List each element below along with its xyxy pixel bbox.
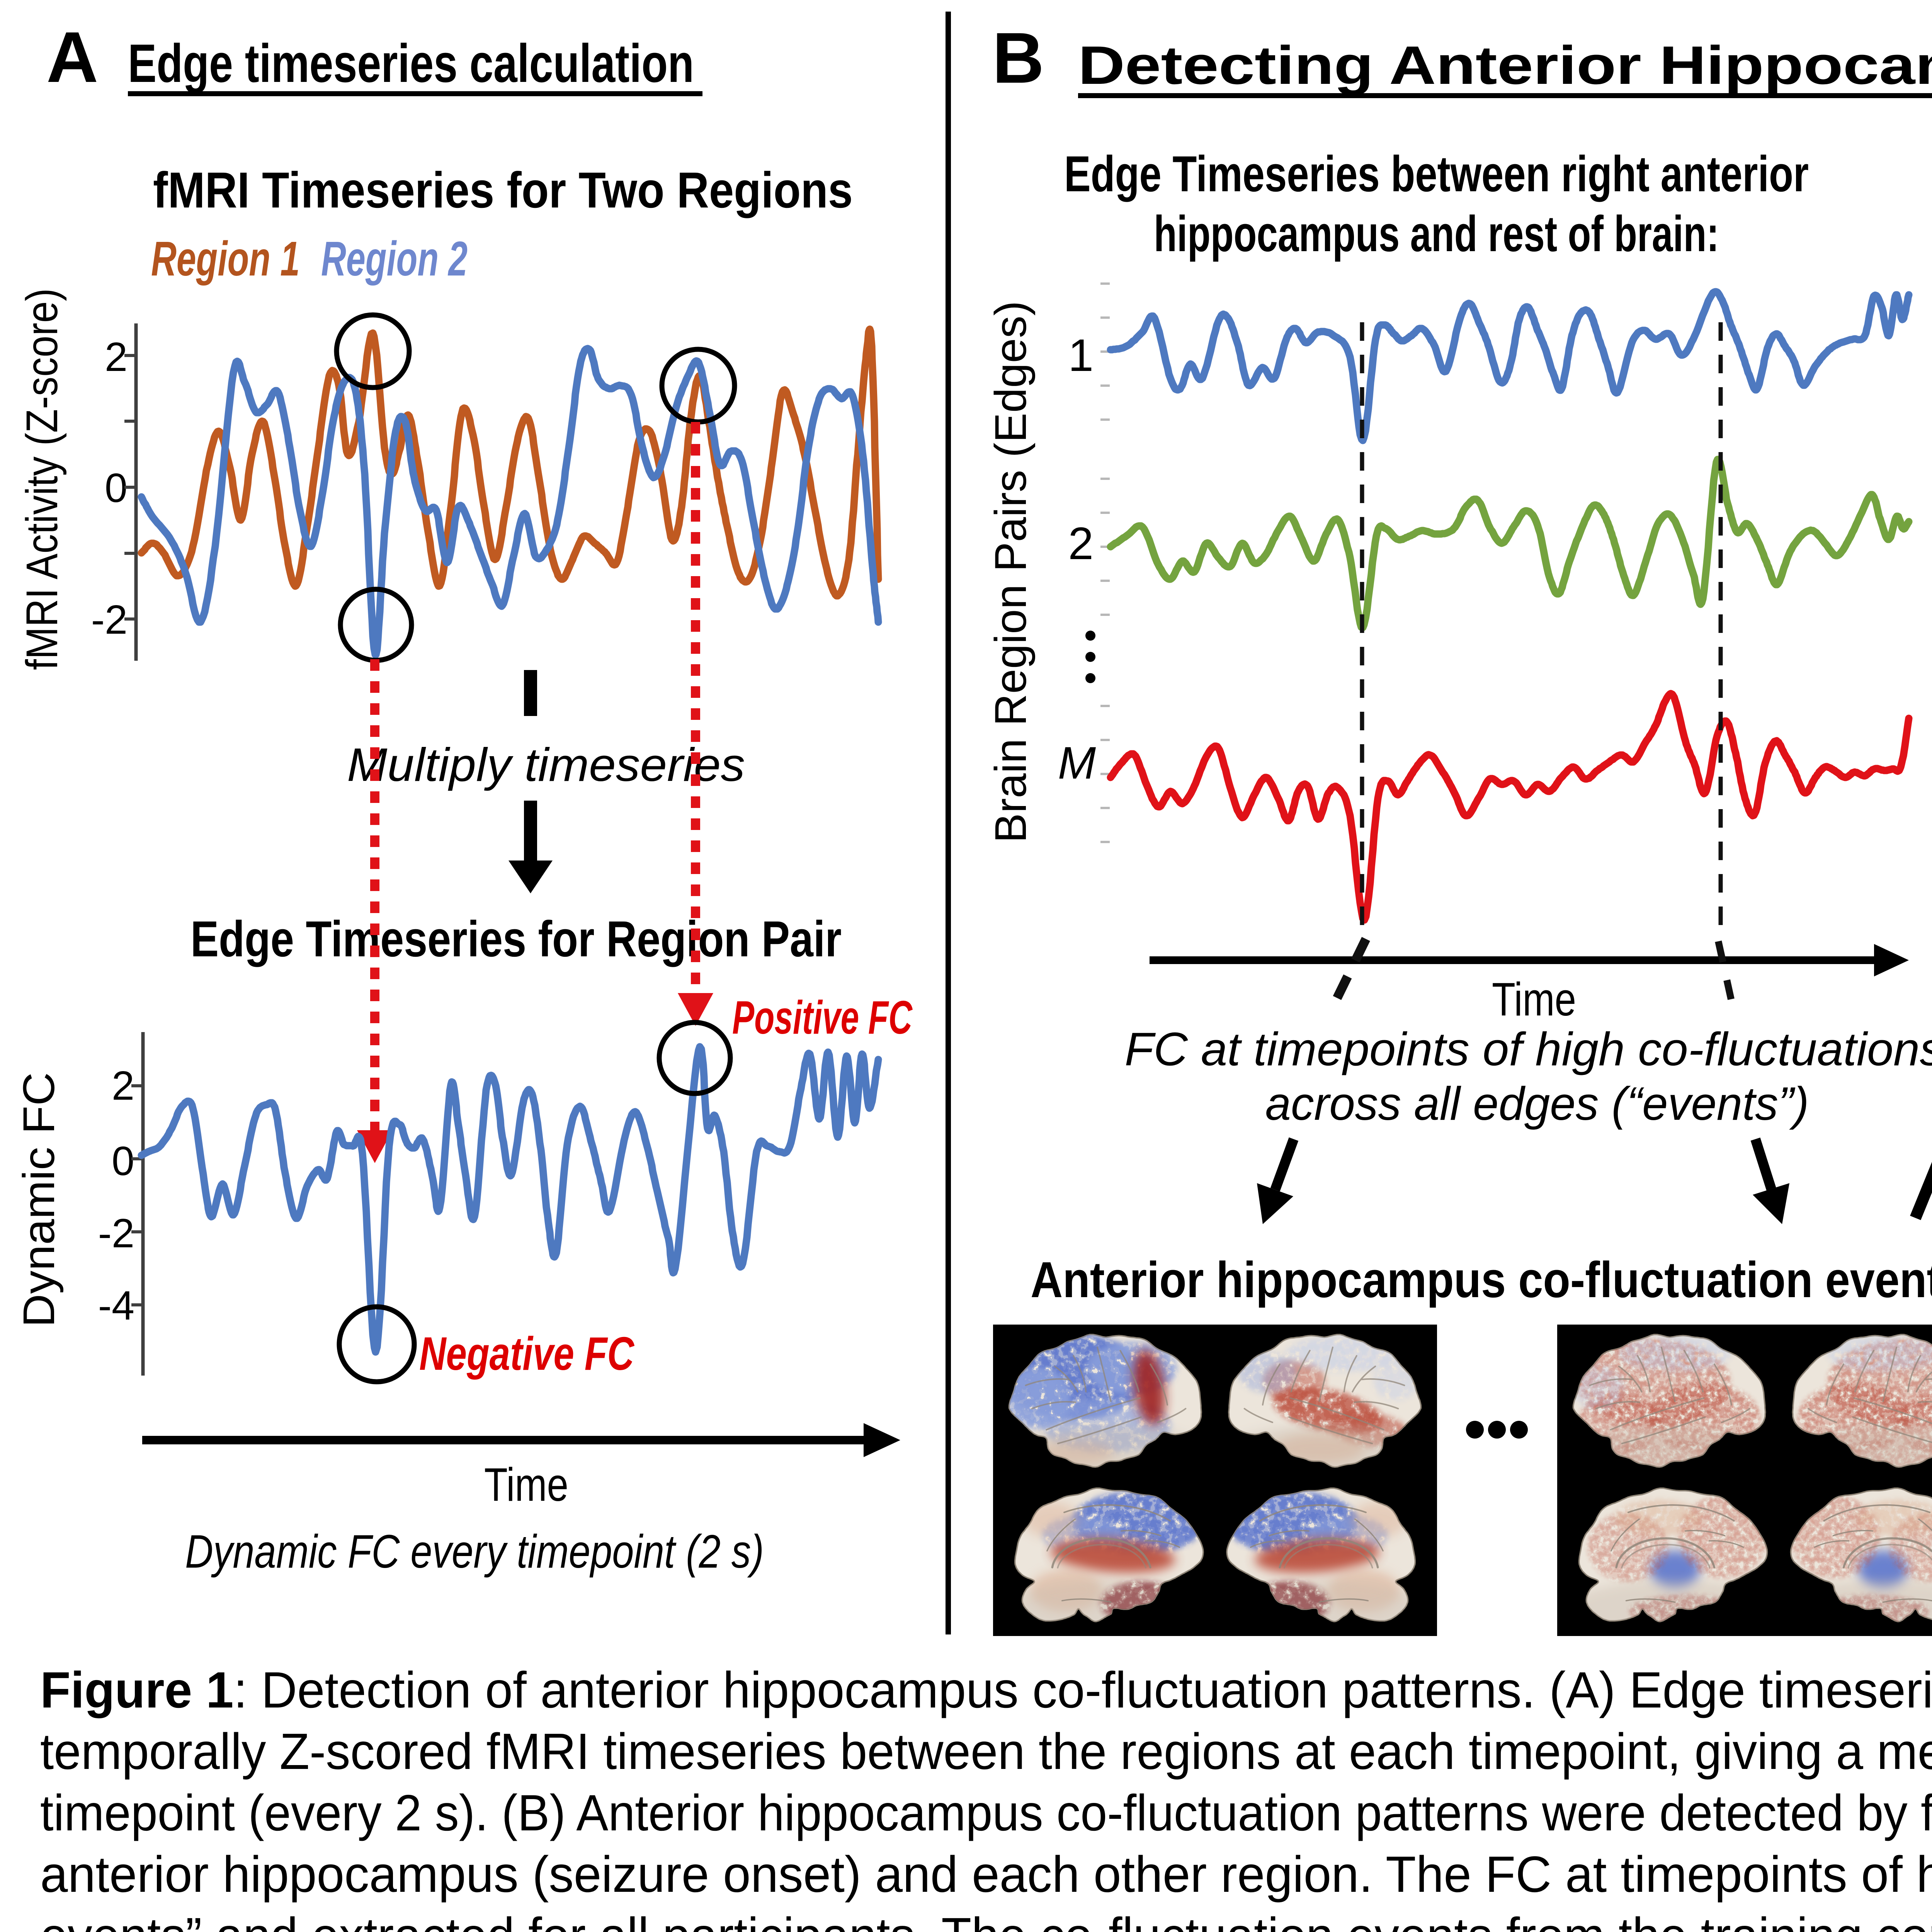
svg-text:-2: -2 bbox=[98, 1211, 134, 1256]
svg-text:Time: Time bbox=[1492, 973, 1576, 1026]
svg-text:across all edges (“events”): across all edges (“events”) bbox=[1265, 1077, 1809, 1130]
svg-text:FC at timepoints of high co-fl: FC at timepoints of high co-fluctuations bbox=[1125, 1023, 1932, 1075]
svg-text:Multiply timeseries: Multiply timeseries bbox=[347, 738, 745, 791]
svg-text:M: M bbox=[1058, 738, 1096, 789]
svg-text:fMRI Activity (Z-score): fMRI Activity (Z-score) bbox=[17, 288, 67, 670]
svg-text:2: 2 bbox=[105, 334, 128, 380]
svg-text:Figure 1: Detection of anterio: Figure 1: Detection of anterior hippocam… bbox=[40, 1662, 1932, 1718]
svg-text:Edge Timeseries between right: Edge Timeseries between right anterior bbox=[1064, 145, 1809, 202]
svg-text:Edge Timeseries for Region Pai: Edge Timeseries for Region Pair bbox=[190, 910, 842, 967]
svg-text:B: B bbox=[992, 18, 1044, 98]
svg-text:2: 2 bbox=[112, 1063, 134, 1109]
svg-text:-2: -2 bbox=[91, 597, 128, 643]
svg-text:1: 1 bbox=[1068, 330, 1094, 381]
svg-text:anterior hippocampus (seizure: anterior hippocampus (seizure onset) and… bbox=[40, 1846, 1932, 1903]
svg-text:0: 0 bbox=[112, 1138, 134, 1184]
svg-text:A: A bbox=[46, 17, 98, 97]
svg-text:timepoint (every 2 s). (B) Ant: timepoint (every 2 s). (B) Anterior hipp… bbox=[40, 1784, 1932, 1841]
svg-text:events” and extracted for all: events” and extracted for all participan… bbox=[40, 1907, 1932, 1932]
svg-text:Region 1: Region 1 bbox=[151, 231, 300, 286]
svg-text:Region 2: Region 2 bbox=[321, 231, 468, 286]
svg-text:Dynamic FC: Dynamic FC bbox=[14, 1072, 64, 1327]
svg-text:Positive FC: Positive FC bbox=[732, 991, 913, 1044]
svg-text:Time: Time bbox=[484, 1458, 568, 1511]
svg-text:temporally Z-scored fMRI times: temporally Z-scored fMRI timeseries betw… bbox=[40, 1723, 1932, 1780]
svg-text:Negative FC: Negative FC bbox=[419, 1327, 634, 1380]
svg-text:Edge timeseries calculation: Edge timeseries calculation bbox=[128, 33, 694, 94]
svg-text:hippocampus and rest of brain:: hippocampus and rest of brain: bbox=[1154, 205, 1719, 262]
svg-text:Detecting Anterior Hippocampus: Detecting Anterior Hippocampus Co-fluctu… bbox=[1078, 35, 1932, 95]
svg-text:2: 2 bbox=[1068, 518, 1094, 569]
svg-text:0: 0 bbox=[105, 465, 128, 511]
svg-text:fMRI Timeseries for Two Region: fMRI Timeseries for Two Regions bbox=[153, 162, 853, 218]
svg-text:Dynamic FC every timepoint (2: Dynamic FC every timepoint (2 s) bbox=[185, 1525, 764, 1578]
svg-text:Anterior hippocampus co-fluctu: Anterior hippocampus co-fluctuation even… bbox=[1031, 1251, 1932, 1308]
svg-text:-4: -4 bbox=[98, 1283, 134, 1328]
svg-text:Brain Region Pairs (Edges): Brain Region Pairs (Edges) bbox=[986, 301, 1036, 843]
